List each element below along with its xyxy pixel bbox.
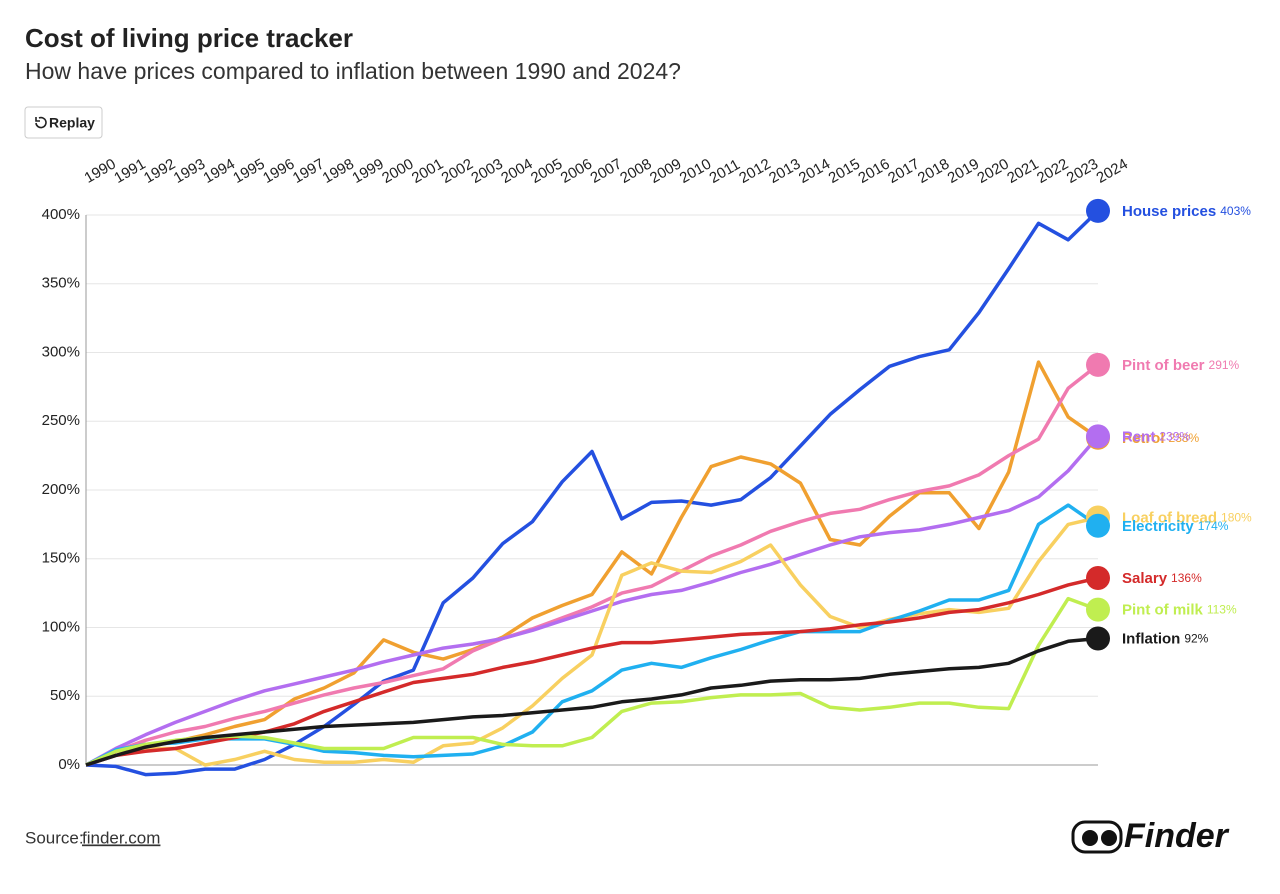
logo-text: Finder (1124, 817, 1230, 855)
end-marker (1086, 626, 1110, 651)
logo: Finder (1071, 817, 1230, 855)
series-label: House prices 403% (1122, 203, 1251, 220)
y-tick-label: 300% (42, 343, 80, 360)
legend-entry: Salary (1122, 570, 1168, 587)
end-marker (1086, 597, 1110, 622)
y-tick-label: 100% (42, 618, 80, 635)
y-tick-label: 250% (42, 412, 80, 429)
legend-entry: Rent (1122, 428, 1155, 445)
legend-entry: Loaf of bread (1122, 509, 1217, 526)
value-label: 239% (1159, 430, 1190, 444)
value-label: 136% (1171, 571, 1202, 585)
y-tick-label: 150% (42, 550, 80, 567)
end-marker (1086, 566, 1110, 590)
series-line (85, 596, 1099, 767)
series-label: Petrol 238% (1122, 430, 1200, 447)
value-label: 238% (1169, 431, 1200, 445)
legend-entry: House prices (1122, 203, 1216, 220)
end-marker (1086, 513, 1110, 538)
logo-eye (1082, 830, 1098, 846)
legend-entry: Petrol (1122, 430, 1165, 447)
series-line (85, 515, 1099, 767)
value-label: 291% (1209, 358, 1240, 372)
series-label: Pint of milk 113% (1122, 602, 1237, 619)
series-line (85, 363, 1100, 767)
logo-eye (1101, 830, 1117, 846)
value-label: 180% (1221, 511, 1252, 525)
replay-label[interactable]: Replay (49, 115, 95, 131)
chart-title: Cost of living price tracker (25, 23, 353, 53)
source-link[interactable]: finder.com (82, 828, 160, 847)
legend-entry: Pint of milk (1122, 602, 1203, 619)
series-line (85, 209, 1100, 777)
series-label: Electricity 174% (1122, 518, 1229, 535)
series-label: Inflation 92% (1122, 630, 1209, 647)
legend-entry: Pint of beer (1122, 357, 1205, 374)
button-frame[interactable] (24, 106, 103, 139)
series-label: Loaf of bread 180% (1122, 509, 1252, 526)
replay-button[interactable]: Replay (24, 106, 103, 139)
value-label: 174% (1198, 519, 1229, 533)
y-tick-label: 400% (42, 206, 80, 223)
x-tick-label: 2024 (1093, 155, 1130, 186)
series-line (85, 636, 1099, 767)
value-label: 92% (1184, 632, 1208, 646)
series-line (85, 435, 1100, 767)
chart-subtitle: How have prices compared to inflation be… (25, 58, 681, 84)
y-tick-label: 0% (58, 756, 80, 773)
value-label: 113% (1207, 603, 1237, 617)
series-line (85, 503, 1099, 767)
y-tick-label: 50% (50, 687, 80, 704)
source-label: Source: (25, 828, 84, 847)
replay-icon[interactable] (35, 116, 47, 129)
end-marker (1086, 352, 1110, 377)
series-label: Salary 136% (1122, 570, 1202, 587)
y-tick-label: 200% (42, 481, 80, 498)
value-label: 403% (1220, 204, 1251, 218)
end-marker (1086, 198, 1110, 223)
logo-eyes (1071, 820, 1123, 854)
y-tick-label: 350% (42, 275, 80, 292)
legend-entry: Electricity (1122, 518, 1194, 535)
end-marker (1086, 424, 1110, 449)
series-label: Rent 239% (1122, 428, 1190, 445)
series-line (85, 360, 1099, 767)
legend-entry: Inflation (1122, 630, 1180, 647)
series-label: Pint of beer 291% (1122, 357, 1240, 374)
